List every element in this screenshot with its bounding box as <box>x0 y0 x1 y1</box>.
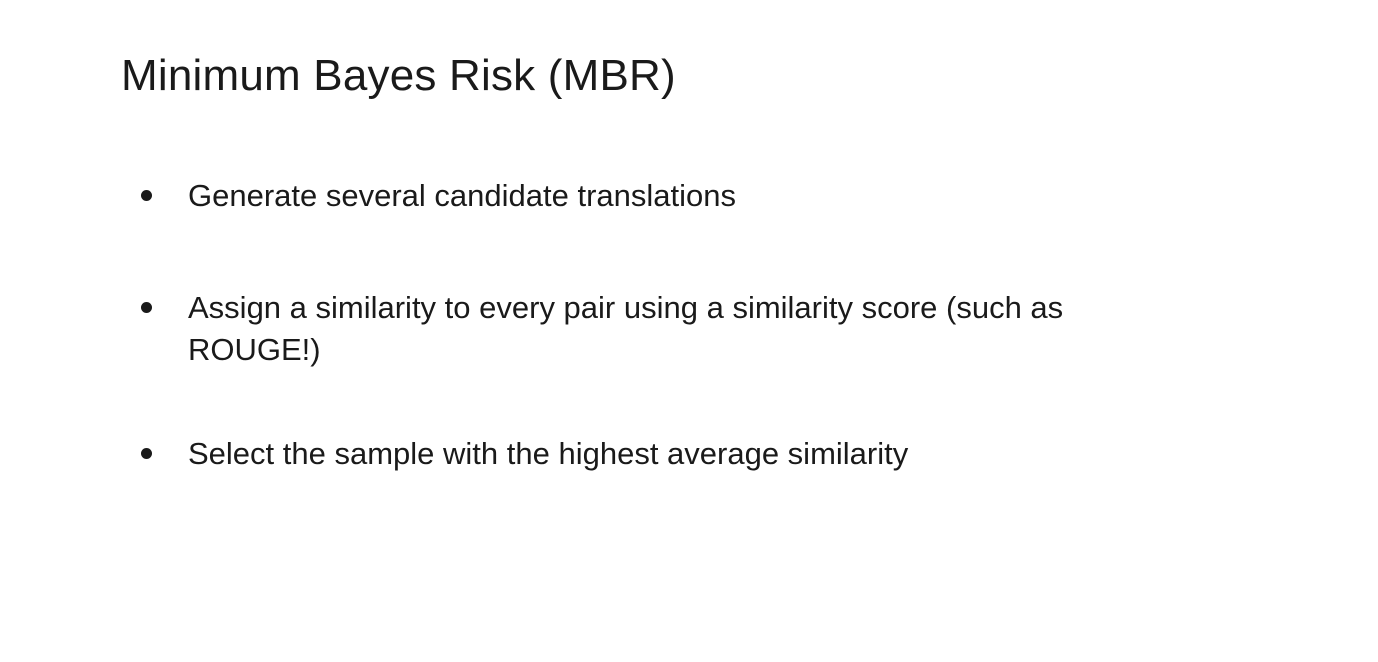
bullet-text: Select the sample with the highest avera… <box>188 436 909 471</box>
slide-title: Minimum Bayes Risk (MBR) <box>121 51 676 100</box>
bullet-point-icon <box>141 302 152 313</box>
bullet-text: Assign a similarity to every pair using … <box>188 290 1064 367</box>
bullet-point-icon <box>141 448 152 459</box>
bullet-point-icon <box>141 190 152 201</box>
bullet-text: Generate several candidate translations <box>188 178 736 213</box>
